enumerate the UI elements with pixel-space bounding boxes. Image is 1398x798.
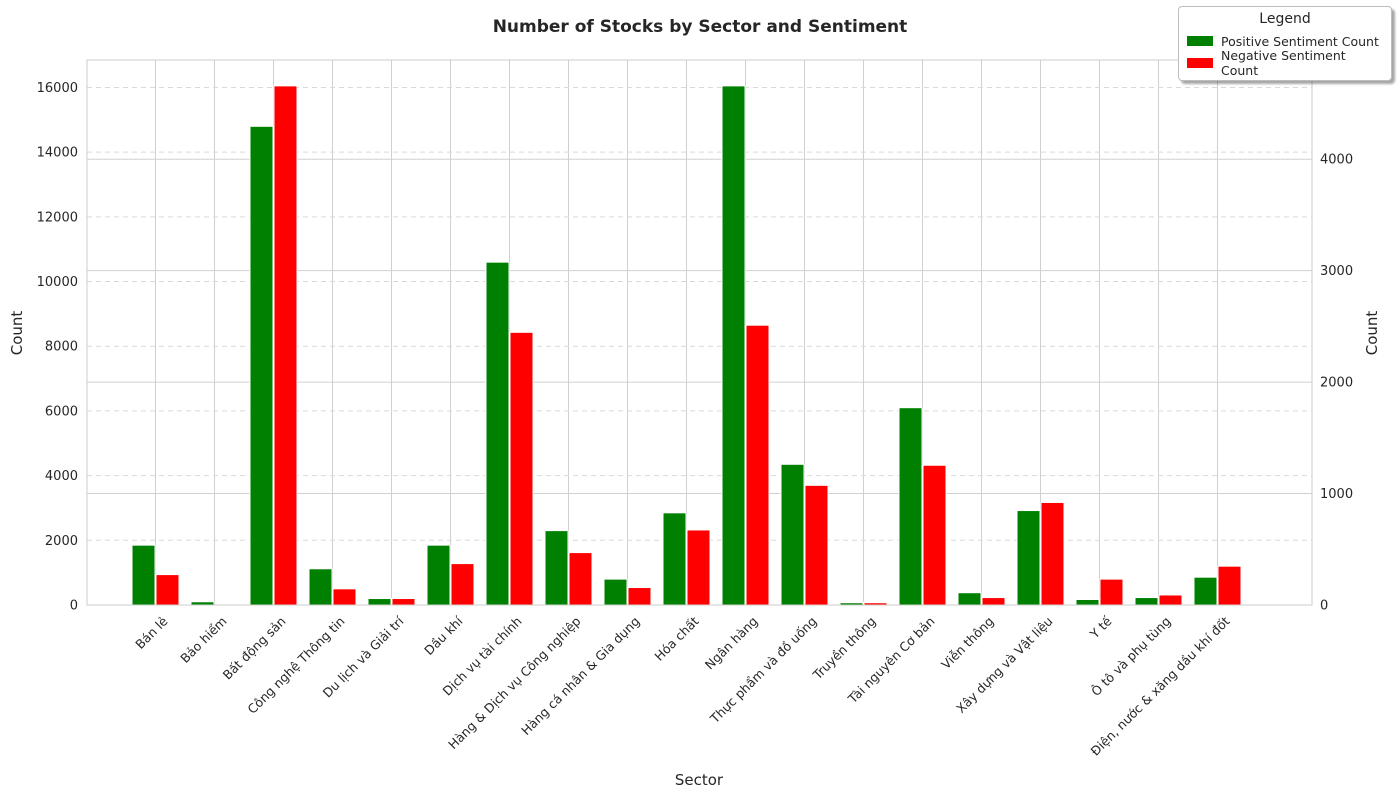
y-tick-label-left: 12000 [37, 210, 78, 225]
chart-title: Number of Stocks by Sector and Sentiment [493, 17, 908, 37]
bar-positive [603, 578, 628, 606]
bar-negative [391, 598, 416, 606]
tick-labels: 0 2000 4000 6000 8000 10000 12000 14000 16000 0 10… [37, 81, 1353, 759]
y-tick-label-left: 2000 [45, 534, 78, 549]
x-tick-label: Dầu khí [421, 613, 466, 658]
bar-positive [1193, 576, 1218, 606]
bar-negative [1158, 594, 1183, 606]
bars [131, 85, 1242, 606]
bar-negative [745, 324, 770, 606]
bar-negative [627, 587, 652, 606]
legend-swatch-negative [1187, 58, 1213, 68]
bar-negative [509, 331, 534, 606]
x-tick-label: Hàng cá nhân & Gia dụng [518, 614, 642, 738]
bar-negative [686, 529, 711, 606]
bar-negative [450, 563, 475, 606]
bar-positive [544, 530, 569, 606]
y-tick-label-left: 4000 [45, 469, 78, 484]
bar-negative [804, 484, 829, 606]
y-axis-label-left: Count [8, 311, 26, 356]
x-tick-label: Hóa chất [651, 613, 701, 663]
legend-title: Legend [1259, 11, 1311, 27]
x-tick-label: Bán lẻ [132, 613, 171, 652]
legend-label-positive: Positive Sentiment Count [1221, 33, 1379, 49]
bar-positive [898, 407, 923, 606]
legend-swatch-positive [1187, 36, 1213, 46]
y-tick-label-right: 0 [1320, 599, 1328, 614]
y-axis-label-right: Count [1363, 311, 1381, 356]
bar-positive [1134, 597, 1159, 606]
x-tick-label: Xây dựng và Vật liệu [953, 614, 1056, 717]
bar-positive [780, 463, 805, 606]
y-tick-label-left: 10000 [37, 275, 78, 290]
legend-item-negative: Negative Sentiment Count [1187, 48, 1383, 78]
bar-positive [1016, 510, 1041, 606]
axes [86, 59, 1313, 606]
legend: Legend Positive Sentiment Count Negative… [1178, 6, 1392, 81]
bar-negative [155, 574, 180, 606]
bar-positive [721, 85, 746, 606]
bar-negative [1217, 565, 1242, 606]
y-tick-label-left: 16000 [37, 81, 78, 96]
y-tick-label-right: 3000 [1320, 264, 1353, 279]
bar-negative [273, 85, 298, 606]
bar-positive [308, 568, 333, 606]
y-tick-label-left: 6000 [45, 404, 78, 419]
x-axis-label: Sector [675, 771, 724, 789]
y-tick-label-right: 1000 [1320, 487, 1353, 502]
x-tick-label: Ngân hàng [702, 614, 761, 673]
y-tick-label-left: 0 [70, 599, 78, 614]
x-tick-label: Viễn thông [938, 614, 996, 672]
bar-positive [367, 598, 392, 606]
bar-negative [922, 464, 947, 606]
bar-positive [131, 544, 156, 606]
y-tick-label-right: 4000 [1320, 153, 1353, 168]
legend-label-negative: Negative Sentiment Count [1221, 48, 1346, 78]
bar-positive [1075, 599, 1100, 606]
legend-item-positive: Positive Sentiment Count [1187, 30, 1383, 52]
bar-negative [981, 597, 1006, 606]
bar-positive [249, 125, 274, 606]
y-tick-label-left: 14000 [37, 146, 78, 161]
bar-negative [1040, 501, 1065, 606]
bar-positive [662, 512, 687, 606]
x-tick-label: Bảo hiểm [177, 614, 229, 666]
plot-frame [86, 59, 1313, 606]
bar-negative [568, 552, 593, 606]
bar-negative [1099, 578, 1124, 606]
x-tick-label: Y tế [1086, 613, 1115, 642]
x-tick-label: Công nghệ Thông tin [244, 614, 347, 717]
bar-positive [957, 592, 982, 606]
y-tick-label-right: 2000 [1320, 376, 1353, 391]
x-tick-label: Thực phẩm và đồ uống [706, 614, 819, 727]
y-tick-label-left: 8000 [45, 340, 78, 355]
bar-negative [332, 588, 357, 606]
bar-positive [426, 544, 451, 606]
bar-positive [485, 261, 510, 606]
